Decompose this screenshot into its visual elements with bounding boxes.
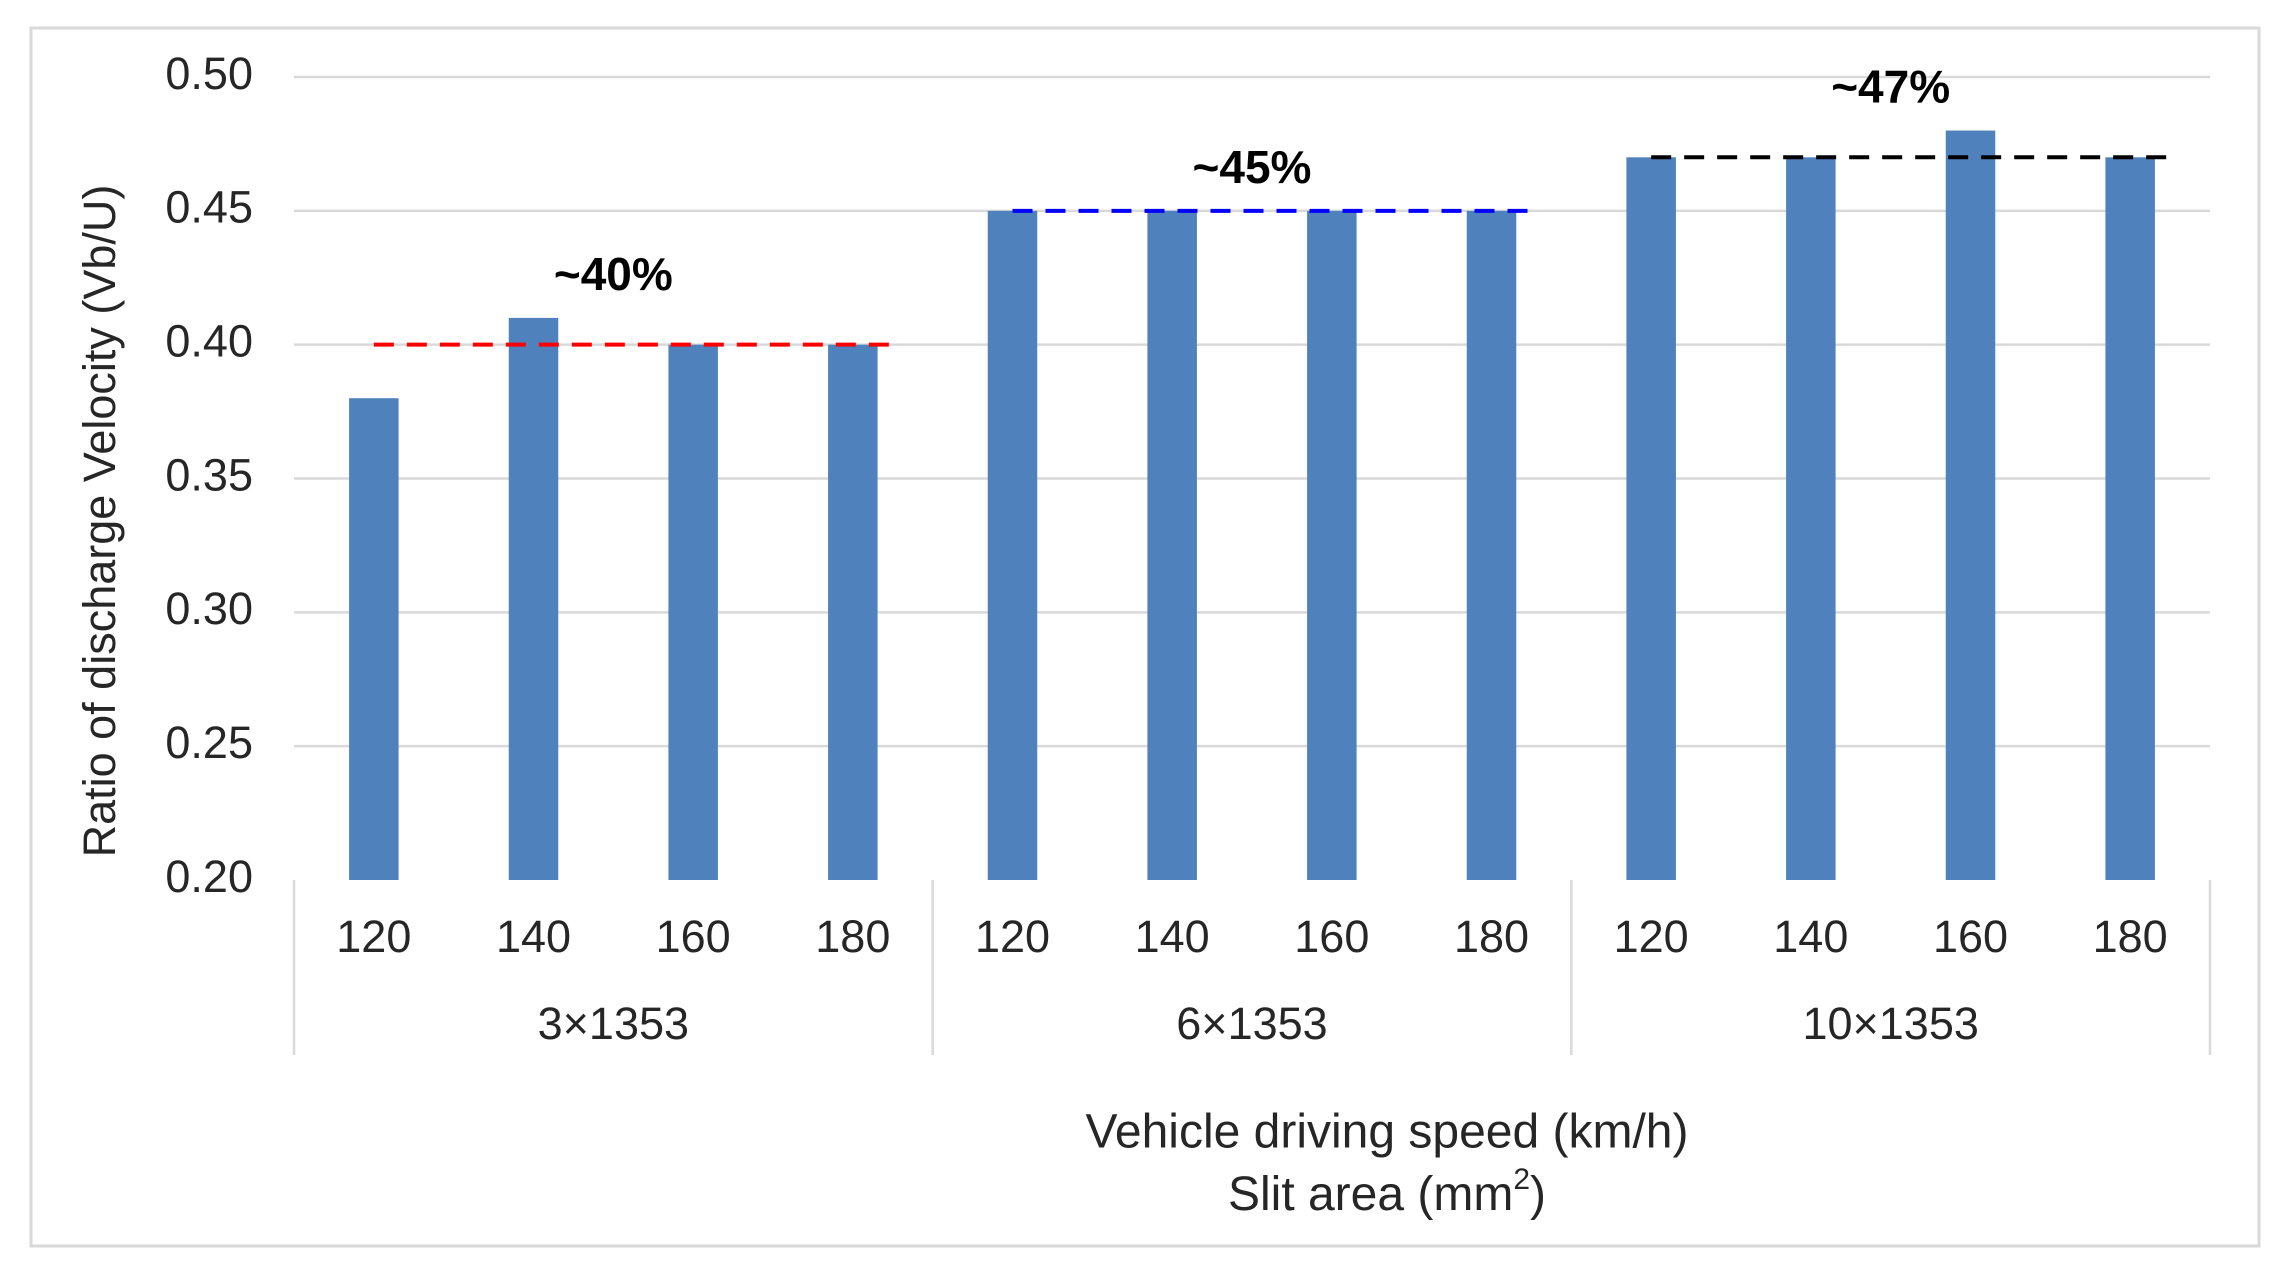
- percent-annotation: ~45%: [1193, 141, 1312, 193]
- group-label: 10×1353: [1802, 998, 1978, 1049]
- bar: [668, 344, 718, 881]
- x-tick-label: 180: [815, 911, 890, 962]
- bar: [1945, 130, 1996, 881]
- x-tick-label: 180: [1454, 911, 1529, 962]
- reference-lines: [373, 155, 2168, 347]
- y-tick-label: 0.35: [165, 449, 253, 500]
- bar: [1307, 210, 1357, 881]
- x-axis-title-slit-area: Slit area (mm2): [1228, 1163, 1546, 1221]
- percent-annotation: ~40%: [554, 248, 673, 300]
- y-tick-label: 0.45: [165, 182, 253, 233]
- bar: [508, 317, 559, 880]
- x-tick-label: 160: [1294, 911, 1369, 962]
- bars: [349, 130, 2155, 881]
- x-tick-label: 180: [2093, 911, 2168, 962]
- bar: [828, 344, 878, 881]
- x-tick-label: 160: [1933, 911, 2008, 962]
- y-tick-label: 0.30: [165, 583, 253, 634]
- bar: [1786, 157, 1836, 881]
- slit-area-close: ): [1530, 1168, 1546, 1221]
- y-tick-label: 0.20: [165, 851, 253, 902]
- y-tick-label: 0.50: [165, 48, 253, 99]
- slit-area-superscript: 2: [1513, 1163, 1530, 1196]
- bar: [2105, 157, 2155, 881]
- x-tick-label: 140: [496, 911, 571, 962]
- x-tick-label: 160: [656, 911, 731, 962]
- x-tick-label: 140: [1773, 911, 1848, 962]
- slit-area-label: Slit area (mm: [1228, 1168, 1513, 1221]
- bar: [349, 398, 399, 880]
- category-axis: [292, 880, 2212, 1055]
- bar: [1626, 157, 1676, 881]
- y-tick-label: 0.25: [165, 717, 253, 768]
- group-label: 6×1353: [1176, 998, 1327, 1049]
- x-axis-title-speed: Vehicle driving speed (km/h): [1086, 1106, 1689, 1159]
- y-tick-label: 0.40: [165, 316, 253, 367]
- x-tick-label: 140: [1135, 911, 1210, 962]
- bar: [987, 210, 1038, 881]
- x-tick-label: 120: [975, 911, 1050, 962]
- y-axis-title: Ratio of discharge Velocity (Vb/U): [74, 185, 125, 858]
- chart-frame: [29, 26, 2261, 1248]
- bar: [1147, 210, 1197, 881]
- group-label: 3×1353: [538, 998, 689, 1049]
- percent-annotation: ~47%: [1831, 61, 1950, 113]
- x-tick-label: 120: [1614, 911, 1689, 962]
- bar: [1466, 210, 1517, 881]
- labels: 0.20 0.25 0.30 0.35 0.40 0.45 0.50 120 140 160 180…: [165, 48, 2167, 1049]
- x-tick-label: 120: [336, 911, 411, 962]
